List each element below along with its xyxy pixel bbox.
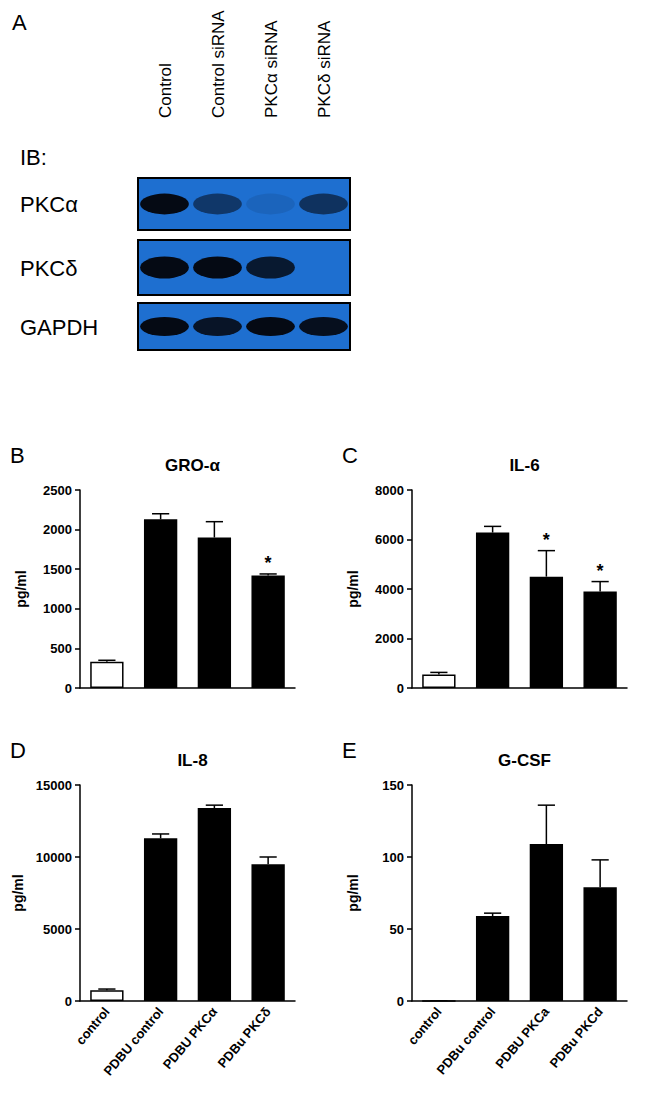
svg-text:control: control [405, 1004, 445, 1047]
svg-text:6000: 6000 [375, 532, 404, 547]
svg-text:pg/ml: pg/ml [10, 874, 26, 911]
svg-text:8000: 8000 [375, 483, 404, 498]
svg-text:0: 0 [397, 681, 404, 696]
svg-text:Control siRNA: Control siRNA [209, 10, 228, 118]
svg-text:150: 150 [382, 778, 404, 793]
svg-text:PDBU PKCa: PDBU PKCa [492, 1004, 552, 1072]
svg-text:PDBu PKCδ: PDBu PKCδ [215, 1004, 274, 1071]
svg-text:*: * [543, 530, 550, 550]
svg-text:pg/ml: pg/ml [13, 570, 29, 607]
svg-text:IL-6: IL-6 [509, 456, 539, 475]
svg-text:PDBU PKCα: PDBU PKCα [160, 1004, 220, 1072]
svg-text:control: control [73, 1004, 113, 1047]
svg-text:Control: Control [156, 63, 175, 118]
svg-text:*: * [265, 553, 272, 573]
svg-text:0: 0 [397, 994, 404, 1009]
svg-text:500: 500 [50, 641, 72, 656]
svg-text:GRO-α: GRO-α [165, 456, 220, 475]
svg-text:50: 50 [390, 922, 404, 937]
svg-text:G-CSF: G-CSF [498, 751, 551, 770]
svg-text:0: 0 [65, 994, 72, 1009]
svg-text:B: B [10, 443, 25, 468]
svg-text:PKCα: PKCα [20, 192, 78, 217]
svg-text:PDBU control: PDBU control [101, 1004, 167, 1078]
svg-text:IL-8: IL-8 [177, 751, 207, 770]
svg-text:PKCα siRNA: PKCα siRNA [262, 20, 281, 118]
svg-text:IB:: IB: [20, 145, 47, 170]
svg-text:PDBu control: PDBu control [433, 1004, 498, 1077]
svg-text:PDBu PKCd: PDBu PKCd [547, 1004, 606, 1071]
svg-text:pg/ml: pg/ml [345, 570, 361, 607]
svg-text:2000: 2000 [43, 522, 72, 537]
svg-text:E: E [342, 738, 357, 763]
svg-text:D: D [10, 738, 26, 763]
svg-text:10000: 10000 [36, 850, 72, 865]
svg-text:PKCδ: PKCδ [20, 256, 77, 281]
svg-text:2000: 2000 [375, 631, 404, 646]
svg-text:C: C [342, 443, 358, 468]
svg-text:2500: 2500 [43, 483, 72, 498]
svg-text:pg/ml: pg/ml [345, 874, 361, 911]
svg-text:GAPDH: GAPDH [20, 315, 98, 340]
svg-text:1500: 1500 [43, 562, 72, 577]
svg-text:4000: 4000 [375, 582, 404, 597]
svg-text:15000: 15000 [36, 778, 72, 793]
svg-text:100: 100 [382, 850, 404, 865]
svg-text:PKCδ siRNA: PKCδ siRNA [315, 20, 334, 118]
svg-text:1000: 1000 [43, 601, 72, 616]
svg-text:0: 0 [65, 681, 72, 696]
svg-text:A: A [12, 10, 27, 35]
svg-text:*: * [597, 561, 604, 581]
svg-text:5000: 5000 [43, 922, 72, 937]
